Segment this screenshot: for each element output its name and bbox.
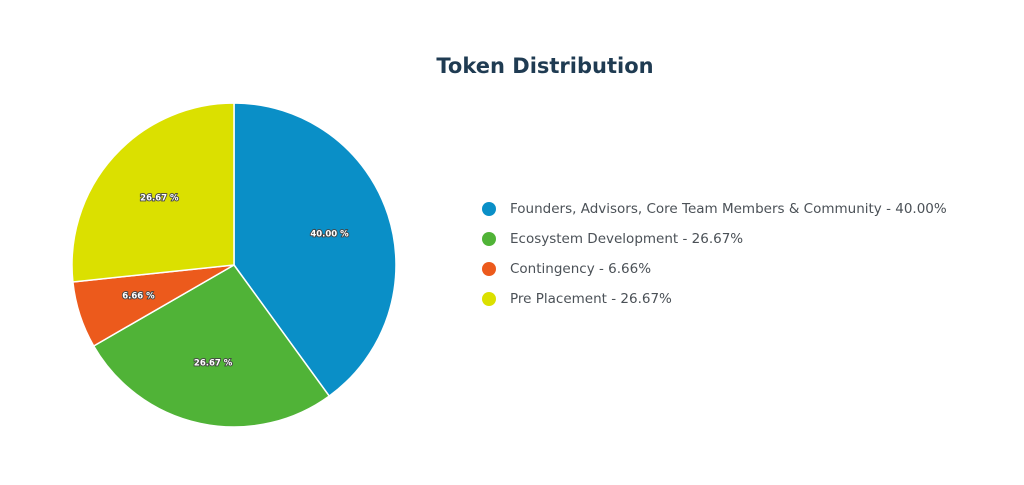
pie-slice-pre-placement[interactable] — [71, 102, 235, 283]
slice-label-pre-placement: 26.67 % — [140, 193, 179, 203]
slice-label-founders: 40.00 % — [310, 229, 349, 239]
legend-item-founders[interactable]: Founders, Advisors, Core Team Members & … — [482, 199, 947, 219]
legend-label-contingency: Contingency - 6.66% — [510, 261, 652, 277]
chart-title: Token Distribution — [436, 54, 654, 78]
legend-label-ecosystem: Ecosystem Development - 26.67% — [510, 231, 744, 247]
pie-slice-ecosystem[interactable] — [92, 264, 331, 428]
legend: Founders, Advisors, Core Team Members & … — [482, 199, 947, 319]
legend-item-ecosystem[interactable]: Ecosystem Development - 26.67% — [482, 229, 947, 249]
legend-marker-contingency — [482, 262, 496, 276]
pie-slice-founders[interactable] — [233, 102, 397, 398]
slice-label-contingency: 6.66 % — [122, 292, 155, 302]
slice-label-ecosystem: 26.67 % — [194, 359, 233, 369]
legend-label-founders: Founders, Advisors, Core Team Members & … — [510, 201, 947, 217]
legend-item-pre-placement[interactable]: Pre Placement - 26.67% — [482, 289, 947, 309]
legend-marker-founders — [482, 202, 496, 216]
legend-label-pre-placement: Pre Placement - 26.67% — [510, 291, 672, 307]
legend-marker-pre-placement — [482, 292, 496, 306]
legend-item-contingency[interactable]: Contingency - 6.66% — [482, 259, 947, 279]
legend-marker-ecosystem — [482, 232, 496, 246]
